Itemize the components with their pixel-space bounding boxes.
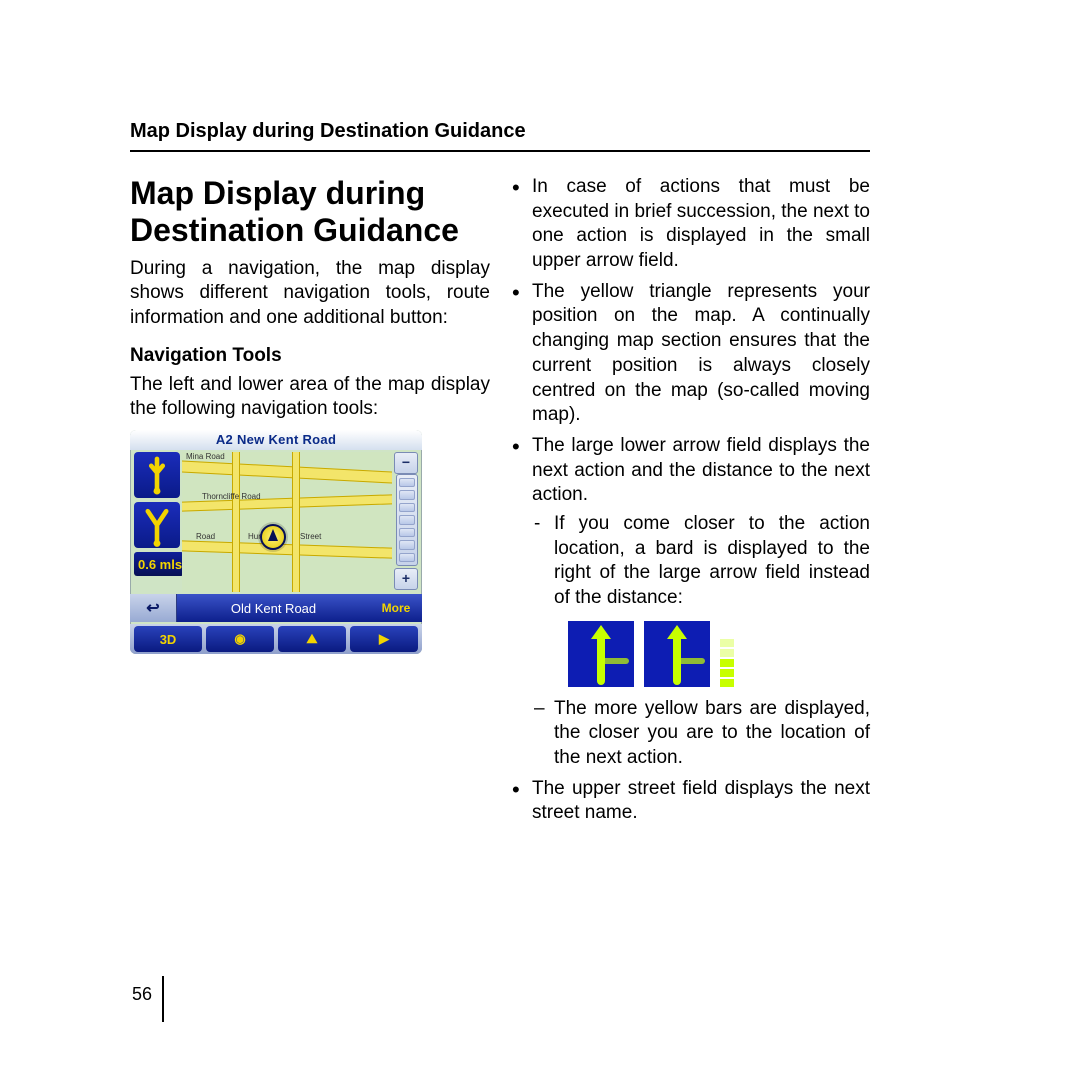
- arrow-tile: [568, 621, 634, 687]
- nav-position-marker: [260, 524, 286, 550]
- subhead-navigation-tools: Navigation Tools: [130, 345, 490, 367]
- nav-more-button[interactable]: More: [370, 594, 422, 622]
- page-number: 56: [132, 984, 152, 1005]
- toolbar-btn-poi[interactable]: ⛰: [278, 626, 346, 652]
- map-label: Thorncliffe Road: [202, 492, 261, 501]
- page-number-rule: [162, 976, 164, 1022]
- nav-street-bar: ↩ Old Kent Road More: [130, 594, 422, 622]
- zoom-level-bars: [396, 474, 418, 566]
- nav-top-street: A2 New Kent Road: [130, 430, 422, 450]
- nav-upper-arrow-panel: [134, 452, 180, 498]
- nav-back-button[interactable]: ↩: [130, 594, 177, 622]
- arrow-tile: [644, 621, 710, 687]
- toolbar-btn-center[interactable]: ◉: [206, 626, 274, 652]
- nav-distance-panel: 0.6 mls: [134, 552, 184, 576]
- nav-current-street: Old Kent Road: [177, 601, 370, 616]
- progress-bars: [720, 621, 734, 687]
- bullet-item: In case of actions that must be executed…: [510, 175, 870, 274]
- nav-map-area: Mina Road Thorncliffe Road Road Hump Str…: [182, 452, 392, 592]
- header-rule: [130, 150, 870, 152]
- page-title-line2: Destination Guidance: [130, 212, 459, 248]
- toolbar-btn-play[interactable]: ▶: [350, 626, 418, 652]
- nav-lower-arrow-panel: [134, 502, 180, 548]
- intro-paragraph: During a navigation, the map display sho…: [130, 257, 490, 331]
- nav-toolbar: 3D ◉ ⛰ ▶: [130, 624, 422, 654]
- nav-device-figure: A2 New Kent Road 0.6 mls − + Mina Road T…: [130, 430, 422, 654]
- zoom-out-button[interactable]: −: [394, 452, 418, 474]
- sub-bullet-item: If you come closer to the action locatio…: [532, 512, 870, 611]
- zoom-in-button[interactable]: +: [394, 568, 418, 590]
- map-label: Street: [300, 532, 321, 541]
- bullet-item: The yellow triangle represents your posi…: [510, 280, 870, 428]
- bullet-item: The upper street field displays the next…: [510, 777, 870, 826]
- map-label: Mina Road: [186, 452, 225, 461]
- toolbar-btn-3d[interactable]: 3D: [134, 626, 202, 652]
- navtools-paragraph: The left and lower area of the map displ…: [130, 373, 490, 422]
- arrow-tiles-figure: [568, 621, 870, 687]
- running-head: Map Display during Destination Guidance: [130, 120, 526, 143]
- bullet-text: The large lower arrow field displays the…: [532, 435, 870, 505]
- bullet-item: The large lower arrow field displays the…: [510, 434, 870, 771]
- page-title-line1: Map Display during: [130, 175, 425, 211]
- sub-bullet-item: The more yellow bars are displayed, the …: [532, 697, 870, 771]
- page-title: Map Display during Destination Guidance: [130, 175, 490, 249]
- map-label: Road: [196, 532, 215, 541]
